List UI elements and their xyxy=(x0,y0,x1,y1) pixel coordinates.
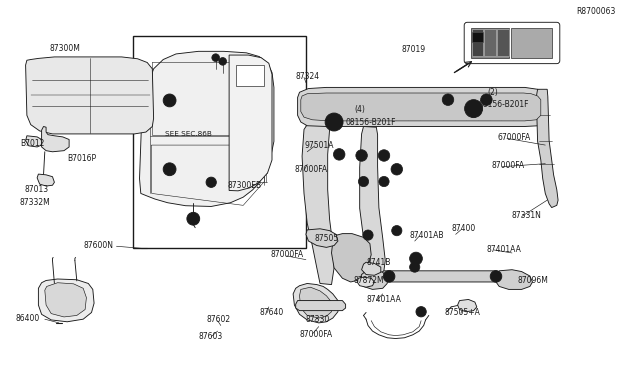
Text: 87505: 87505 xyxy=(315,234,339,243)
Circle shape xyxy=(206,177,216,187)
Polygon shape xyxy=(229,55,272,191)
Text: 87300M: 87300M xyxy=(50,44,81,53)
Text: 8741B: 8741B xyxy=(367,258,391,267)
Circle shape xyxy=(383,271,395,282)
Circle shape xyxy=(410,262,420,272)
Bar xyxy=(472,29,483,56)
Text: 87600N: 87600N xyxy=(83,241,113,250)
Text: B7016P: B7016P xyxy=(67,154,97,163)
Polygon shape xyxy=(26,57,154,134)
Text: 08156-B201F: 08156-B201F xyxy=(479,100,529,109)
Text: 87400: 87400 xyxy=(452,224,476,233)
Text: 87013: 87013 xyxy=(24,185,49,194)
Circle shape xyxy=(325,113,343,131)
Polygon shape xyxy=(360,270,387,289)
Circle shape xyxy=(490,271,502,282)
Text: (2): (2) xyxy=(488,88,499,97)
Text: B7012: B7012 xyxy=(20,139,45,148)
Polygon shape xyxy=(301,93,541,121)
Text: 87000FA: 87000FA xyxy=(294,165,328,174)
Text: 87000FA: 87000FA xyxy=(492,161,525,170)
Text: 87401AA: 87401AA xyxy=(486,245,521,254)
Polygon shape xyxy=(306,229,338,247)
Circle shape xyxy=(465,100,483,118)
Polygon shape xyxy=(536,89,558,208)
Text: 87401AB: 87401AB xyxy=(410,231,444,240)
Circle shape xyxy=(333,149,345,160)
Bar xyxy=(471,28,509,58)
Circle shape xyxy=(163,163,176,176)
Text: 87096M: 87096M xyxy=(517,276,548,285)
Polygon shape xyxy=(26,136,42,147)
Circle shape xyxy=(358,176,369,187)
Text: 87872M: 87872M xyxy=(353,276,384,285)
Polygon shape xyxy=(357,277,374,287)
Polygon shape xyxy=(140,51,274,206)
Circle shape xyxy=(163,94,176,107)
Polygon shape xyxy=(496,270,532,289)
Circle shape xyxy=(442,94,454,105)
Text: 87000FA: 87000FA xyxy=(300,330,333,339)
Circle shape xyxy=(410,252,422,265)
Circle shape xyxy=(379,176,389,187)
Bar xyxy=(484,29,496,56)
Text: 87019: 87019 xyxy=(402,45,426,54)
Polygon shape xyxy=(45,283,86,317)
Circle shape xyxy=(392,225,402,236)
Circle shape xyxy=(481,94,492,105)
Text: R8700063: R8700063 xyxy=(576,7,616,16)
Bar xyxy=(133,36,306,248)
Text: (4): (4) xyxy=(354,105,365,114)
Circle shape xyxy=(363,230,373,240)
Circle shape xyxy=(391,164,403,175)
Polygon shape xyxy=(293,283,338,323)
Bar xyxy=(497,29,509,56)
Text: 87505+A: 87505+A xyxy=(445,308,481,317)
Polygon shape xyxy=(360,126,385,280)
Bar xyxy=(472,32,483,42)
Text: 87640: 87640 xyxy=(259,308,284,317)
Text: 87000FA: 87000FA xyxy=(270,250,303,259)
Text: B: B xyxy=(471,104,476,113)
Circle shape xyxy=(416,307,426,317)
Polygon shape xyxy=(298,87,547,126)
FancyBboxPatch shape xyxy=(464,22,560,64)
Bar xyxy=(236,65,264,86)
Polygon shape xyxy=(458,299,477,312)
Circle shape xyxy=(378,150,390,161)
Circle shape xyxy=(187,212,200,225)
Polygon shape xyxy=(42,126,69,152)
Text: 87602: 87602 xyxy=(206,315,230,324)
Text: 87324: 87324 xyxy=(296,72,320,81)
Text: 08156-B201F: 08156-B201F xyxy=(346,118,396,127)
Text: 87603: 87603 xyxy=(198,332,223,341)
Text: 87330: 87330 xyxy=(306,315,330,324)
Polygon shape xyxy=(38,279,94,322)
Text: 97501A: 97501A xyxy=(305,141,334,150)
Text: 87332M: 87332M xyxy=(19,198,50,207)
Circle shape xyxy=(356,150,367,161)
Text: 87401AA: 87401AA xyxy=(366,295,401,304)
Text: 87331N: 87331N xyxy=(512,211,542,220)
Text: B: B xyxy=(332,118,337,126)
Text: 86400: 86400 xyxy=(16,314,40,323)
Text: SEE SEC.86B: SEE SEC.86B xyxy=(165,131,212,137)
Polygon shape xyxy=(381,271,502,282)
Text: 87300EB: 87300EB xyxy=(227,182,261,190)
Polygon shape xyxy=(302,125,334,285)
Text: 67000FA: 67000FA xyxy=(498,133,531,142)
Polygon shape xyxy=(37,174,54,186)
Polygon shape xyxy=(332,234,371,282)
Polygon shape xyxy=(296,301,346,311)
Circle shape xyxy=(212,54,220,61)
Circle shape xyxy=(219,58,227,65)
Polygon shape xyxy=(362,262,381,275)
Bar xyxy=(511,28,552,58)
Polygon shape xyxy=(300,287,332,318)
